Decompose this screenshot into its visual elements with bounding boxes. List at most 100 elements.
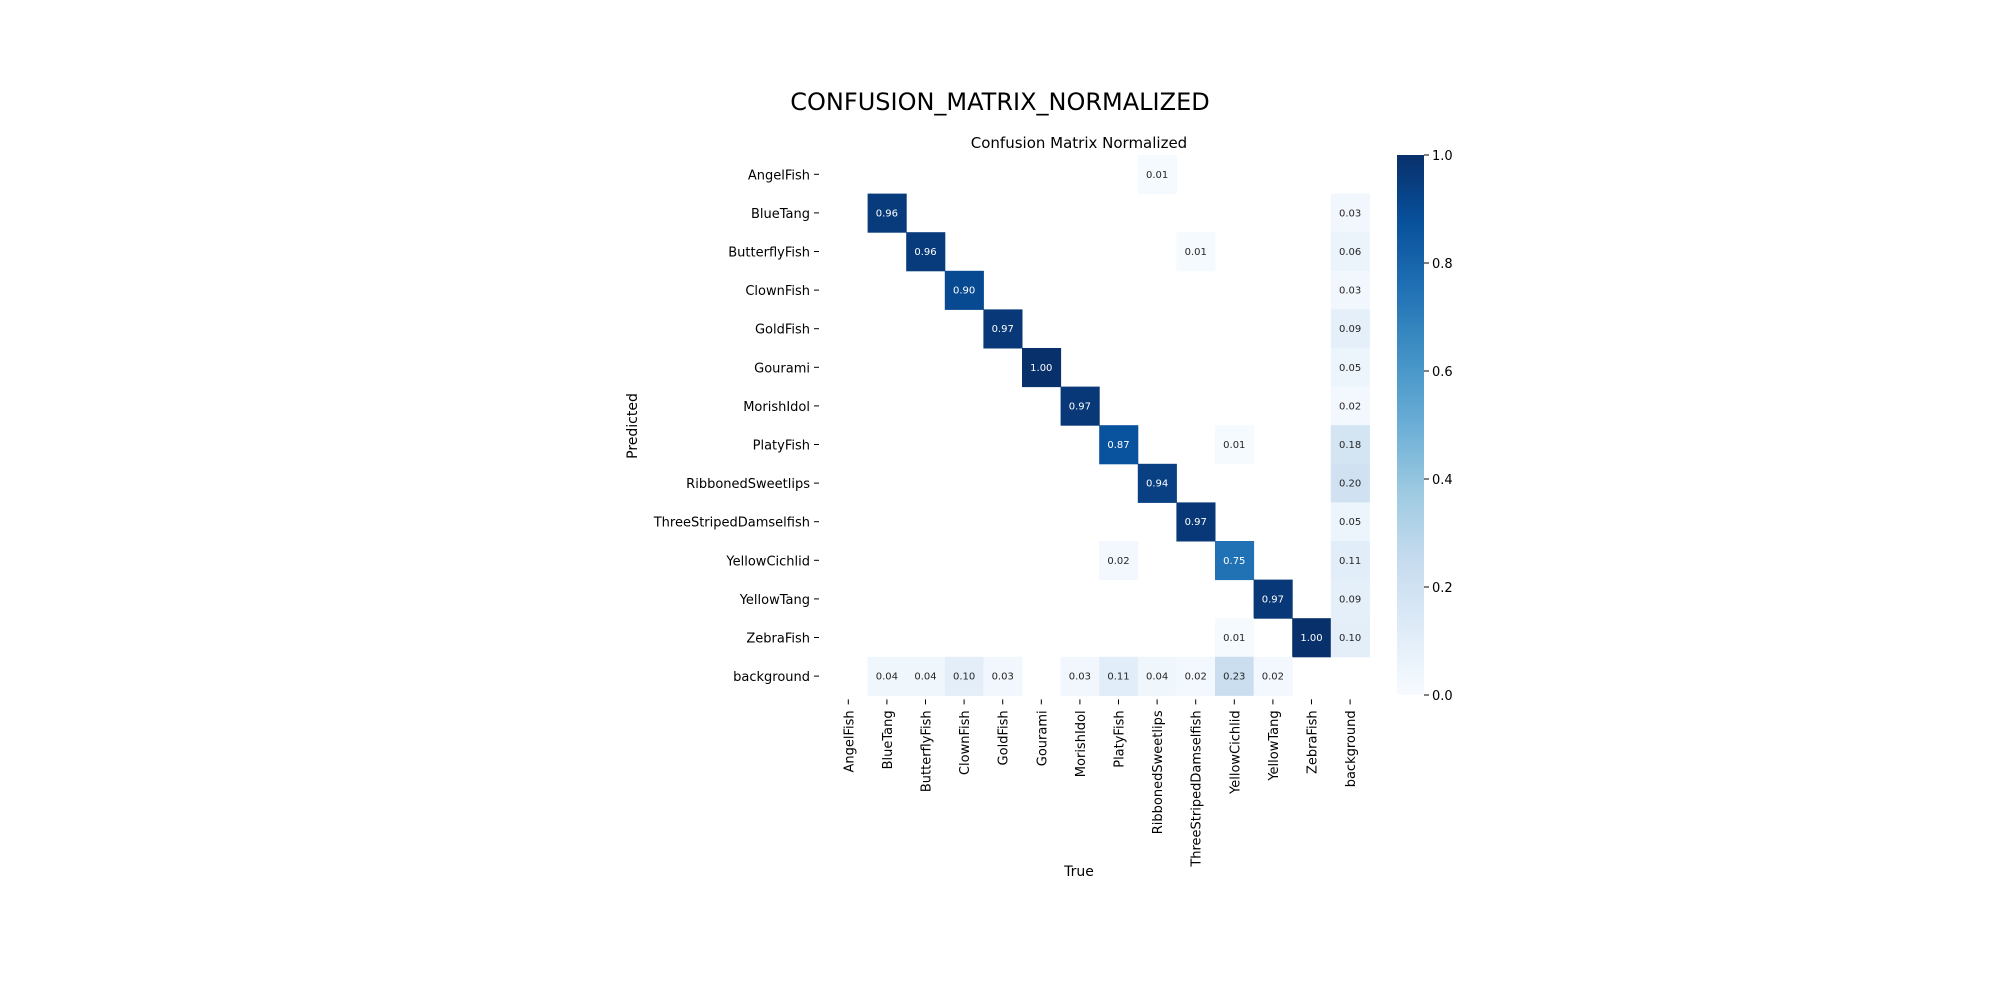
cell-value-label: 0.11	[1107, 672, 1129, 683]
cell-value-label: 0.97	[1185, 517, 1207, 528]
cell-value-label: 0.03	[1339, 286, 1361, 297]
y-tick-label: YellowCichlid	[725, 554, 810, 569]
cell-value-label: 0.87	[1107, 440, 1129, 451]
heatmap-cell	[1215, 541, 1255, 581]
heatmap-cell	[1330, 386, 1370, 426]
x-tick-label: RibbonedSweetlips	[1151, 710, 1166, 834]
cell-value-label: 0.09	[1339, 324, 1361, 335]
heatmap-cell	[906, 656, 946, 696]
x-tick-label: MorishIdol	[1074, 710, 1089, 777]
cell-value-label: 0.05	[1339, 363, 1361, 374]
cell-value-label: 0.96	[876, 208, 898, 219]
x-tick-label: Gourami	[1035, 710, 1050, 766]
cell-value-label: 0.04	[914, 672, 936, 683]
heatmap-cell	[1330, 309, 1370, 349]
heatmap-cell	[1176, 502, 1216, 542]
cell-value-label: 0.01	[1185, 247, 1207, 258]
cell-value-label: 0.10	[1339, 633, 1361, 644]
heatmap-cell-labels: 0.01 0.96 0.03 0.96 0.01 0.06 0.90 0.03 0.97 0.09…	[876, 170, 1361, 683]
heatmap-cell	[1330, 348, 1370, 388]
colorbar-tick-label: 1.0	[1432, 149, 1453, 164]
colorbar-ticks: 0.0 0.2 0.4 0.6 0.8 1.0	[1424, 149, 1453, 704]
cell-value-label: 0.02	[1107, 556, 1129, 567]
heatmap-cell	[1330, 579, 1370, 619]
x-tick-label: ZebraFish	[1306, 710, 1321, 774]
cell-value-label: 0.01	[1223, 440, 1245, 451]
x-tick-label: YellowTang	[1267, 710, 1282, 781]
cell-value-label: 0.94	[1146, 479, 1168, 490]
y-tick-label: BlueTang	[751, 207, 810, 222]
heatmap-cell	[1330, 618, 1370, 658]
cell-value-label: 0.03	[992, 672, 1014, 683]
x-axis-label: True	[1063, 864, 1094, 880]
cell-value-label: 0.01	[1223, 633, 1245, 644]
y-tick-label: ThreeStripedDamselfish	[653, 516, 810, 531]
heatmap-cell	[1330, 502, 1370, 542]
heatmap-cell	[1022, 348, 1062, 388]
heatmap-cell	[983, 656, 1023, 696]
heatmap-cell	[1099, 656, 1139, 696]
colorbar	[1397, 155, 1424, 695]
y-tick-label: AngelFish	[748, 168, 810, 183]
cell-value-label: 0.75	[1223, 556, 1245, 567]
heatmap-cell	[1253, 656, 1293, 696]
x-axis-ticks: AngelFish BlueTang ButterflyFish ClownFish G…	[842, 699, 1359, 868]
heatmap-cell	[944, 270, 984, 310]
cell-value-label: 0.02	[1262, 672, 1284, 683]
heatmap-cells	[867, 155, 1370, 696]
cell-value-label: 0.11	[1339, 556, 1361, 567]
y-axis-label: Predicted	[625, 393, 641, 459]
y-tick-label: ClownFish	[745, 284, 810, 299]
cell-value-label: 0.97	[1262, 594, 1284, 605]
colorbar-tick-label: 0.6	[1432, 365, 1453, 380]
cell-value-label: 0.96	[914, 247, 936, 258]
x-tick-label: ClownFish	[958, 710, 973, 775]
heatmap-cell	[867, 656, 907, 696]
heatmap-cell	[1330, 232, 1370, 272]
heatmap-cell	[1330, 193, 1370, 233]
cell-value-label: 0.03	[1339, 208, 1361, 219]
chart-title: Confusion Matrix Normalized	[971, 134, 1187, 152]
cell-value-label: 0.05	[1339, 517, 1361, 528]
heatmap-cell	[1099, 541, 1139, 581]
colorbar-tick-label: 0.8	[1432, 257, 1453, 272]
heatmap-cell	[906, 232, 946, 272]
heatmap-cell	[1060, 386, 1100, 426]
x-tick-label: GoldFish	[997, 710, 1012, 765]
cell-value-label: 0.02	[1185, 672, 1207, 683]
heatmap-cell	[867, 193, 907, 233]
cell-value-label: 1.00	[1300, 633, 1322, 644]
y-axis-ticks: AngelFish BlueTang ButterflyFish ClownFish G…	[653, 168, 819, 685]
y-tick-label: Gourami	[754, 361, 810, 376]
cell-value-label: 0.01	[1146, 170, 1168, 181]
heatmap-cell	[1176, 232, 1216, 272]
heatmap-cell	[1330, 425, 1370, 465]
heatmap-cell	[1137, 656, 1177, 696]
cell-value-label: 0.23	[1223, 672, 1245, 683]
heatmap-cell	[1215, 618, 1255, 658]
cell-value-label: 0.18	[1339, 440, 1361, 451]
heatmap-cell	[1330, 270, 1370, 310]
heatmap-cell	[1060, 656, 1100, 696]
heatmap-cell	[1215, 425, 1255, 465]
cell-value-label: 1.00	[1030, 363, 1052, 374]
cell-value-label: 0.06	[1339, 247, 1361, 258]
y-tick-label: PlatyFish	[753, 439, 810, 454]
heatmap-cell	[944, 656, 984, 696]
y-tick-label: ButterflyFish	[728, 246, 810, 261]
heatmap-cell	[1330, 463, 1370, 503]
y-tick-label: MorishIdol	[743, 400, 810, 415]
colorbar-tick-label: 0.2	[1432, 581, 1453, 596]
colorbar-tick-label: 0.4	[1432, 473, 1453, 488]
heatmap-cell	[1253, 579, 1293, 619]
x-tick-label: ThreeStripedDamselfish	[1190, 710, 1205, 867]
cell-value-label: 0.97	[1069, 401, 1091, 412]
y-tick-label: background	[733, 670, 810, 685]
page-title: CONFUSION_MATRIX_NORMALIZED	[790, 88, 1210, 116]
x-tick-label: BlueTang	[881, 710, 896, 769]
x-tick-label: PlatyFish	[1113, 710, 1128, 767]
cell-value-label: 0.09	[1339, 594, 1361, 605]
cell-value-label: 0.04	[876, 672, 898, 683]
y-tick-label: RibbonedSweetlips	[686, 477, 810, 492]
